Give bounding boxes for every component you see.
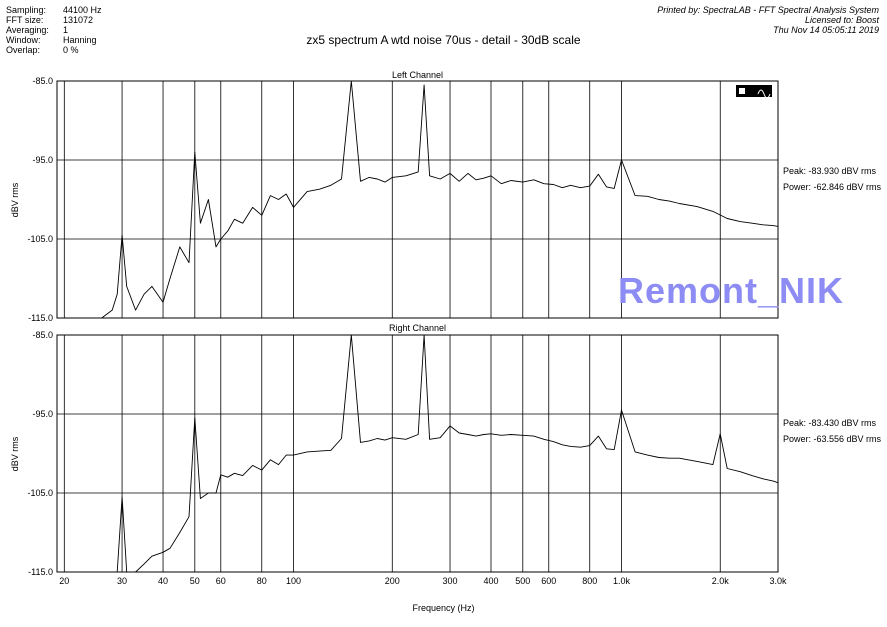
right-y-tick-label: -115.0: [28, 567, 53, 577]
left-peak-readout: Peak: -83.930 dBV rms Power: -62.846 dBV…: [783, 163, 881, 195]
x-tick-label: 30: [117, 576, 127, 586]
x-tick-label: 200: [385, 576, 400, 586]
watermark: Remont_NIK: [618, 270, 845, 311]
setting-key: Overlap:: [6, 45, 41, 55]
right-y-axis-label: dBV rms: [10, 436, 20, 471]
settings-row: Window: Hanning: [6, 35, 102, 45]
right-peak: Peak: -83.430 dBV rms: [783, 418, 877, 428]
right-spectrum-line: [57, 334, 779, 573]
left-channel-title: Left Channel: [392, 70, 443, 80]
x-tick-label: 100: [286, 576, 301, 586]
x-tick-label: 500: [515, 576, 530, 586]
settings-row: Averaging: 1: [6, 25, 102, 35]
printed-by: Printed by: SpectraLAB - FFT Spectral An…: [657, 5, 879, 15]
left-y-tick-label: -85.0: [32, 76, 53, 86]
setting-key: FFT size:: [6, 15, 44, 25]
spectrum-icon-wave: [757, 89, 771, 99]
setting-value: 1: [63, 25, 69, 35]
setting-value: Hanning: [63, 35, 97, 45]
settings-block: Sampling: 44100 Hz FFT size: 131072 Averag…: [6, 5, 102, 55]
left-peak: Peak: -83.930 dBV rms: [783, 166, 877, 176]
right-power: Power: -63.556 dBV rms: [783, 434, 882, 444]
x-tick-label: 300: [443, 576, 458, 586]
setting-value: 131072: [63, 15, 94, 25]
right-channel-title: Right Channel: [389, 323, 446, 333]
left-y-tick-label: -105.0: [27, 234, 53, 244]
print-info: Printed by: SpectraLAB - FFT Spectral An…: [657, 5, 879, 35]
right-peak-readout: Peak: -83.430 dBV rms Power: -63.556 dBV…: [783, 415, 881, 447]
settings-row: Overlap: 0 %: [6, 45, 102, 55]
x-axis-label: Frequency (Hz): [412, 603, 475, 613]
print-date: Thu Nov 14 05:05:11 2019: [773, 25, 879, 35]
x-tick-label: 20: [59, 576, 69, 586]
left-spectrum-line: [57, 80, 779, 319]
x-tick-label: 60: [216, 576, 226, 586]
chart-title: zx5 spectrum A wtd noise 70us - detail -…: [306, 33, 581, 47]
settings-row: FFT size: 131072: [6, 15, 102, 25]
setting-key: Averaging:: [6, 25, 49, 35]
x-tick-label: 3.0k: [769, 576, 787, 586]
left-plot-frame: [56, 80, 779, 319]
left-y-tick-label: -115.0: [28, 313, 53, 323]
x-tick-label: 800: [582, 576, 597, 586]
x-tick-label: 50: [190, 576, 200, 586]
settings-row: Sampling: 44100 Hz: [6, 5, 102, 15]
x-tick-label: 600: [541, 576, 556, 586]
setting-key: Window:: [6, 35, 41, 45]
setting-key: Sampling:: [6, 5, 47, 15]
left-y-axis-label: dBV rms: [10, 182, 20, 217]
licensed-to: Licensed to: Boost: [804, 15, 879, 25]
setting-value: 44100 Hz: [63, 5, 102, 15]
right-y-tick-label: -95.0: [32, 409, 53, 419]
spectrum-icon-box: [739, 88, 745, 94]
left-power: Power: -62.846 dBV rms: [783, 182, 882, 192]
right-plot-frame: [56, 334, 779, 573]
x-tick-label: 400: [483, 576, 498, 586]
x-tick-label: 40: [158, 576, 168, 586]
right-y-tick-label: -85.0: [32, 330, 53, 340]
x-tick-label: 80: [257, 576, 267, 586]
x-tick-label: 1.0k: [613, 576, 631, 586]
setting-value: 0 %: [63, 45, 79, 55]
x-tick-label: 2.0k: [712, 576, 730, 586]
right-y-tick-label: -105.0: [27, 488, 53, 498]
left-y-tick-label: -95.0: [32, 155, 53, 165]
